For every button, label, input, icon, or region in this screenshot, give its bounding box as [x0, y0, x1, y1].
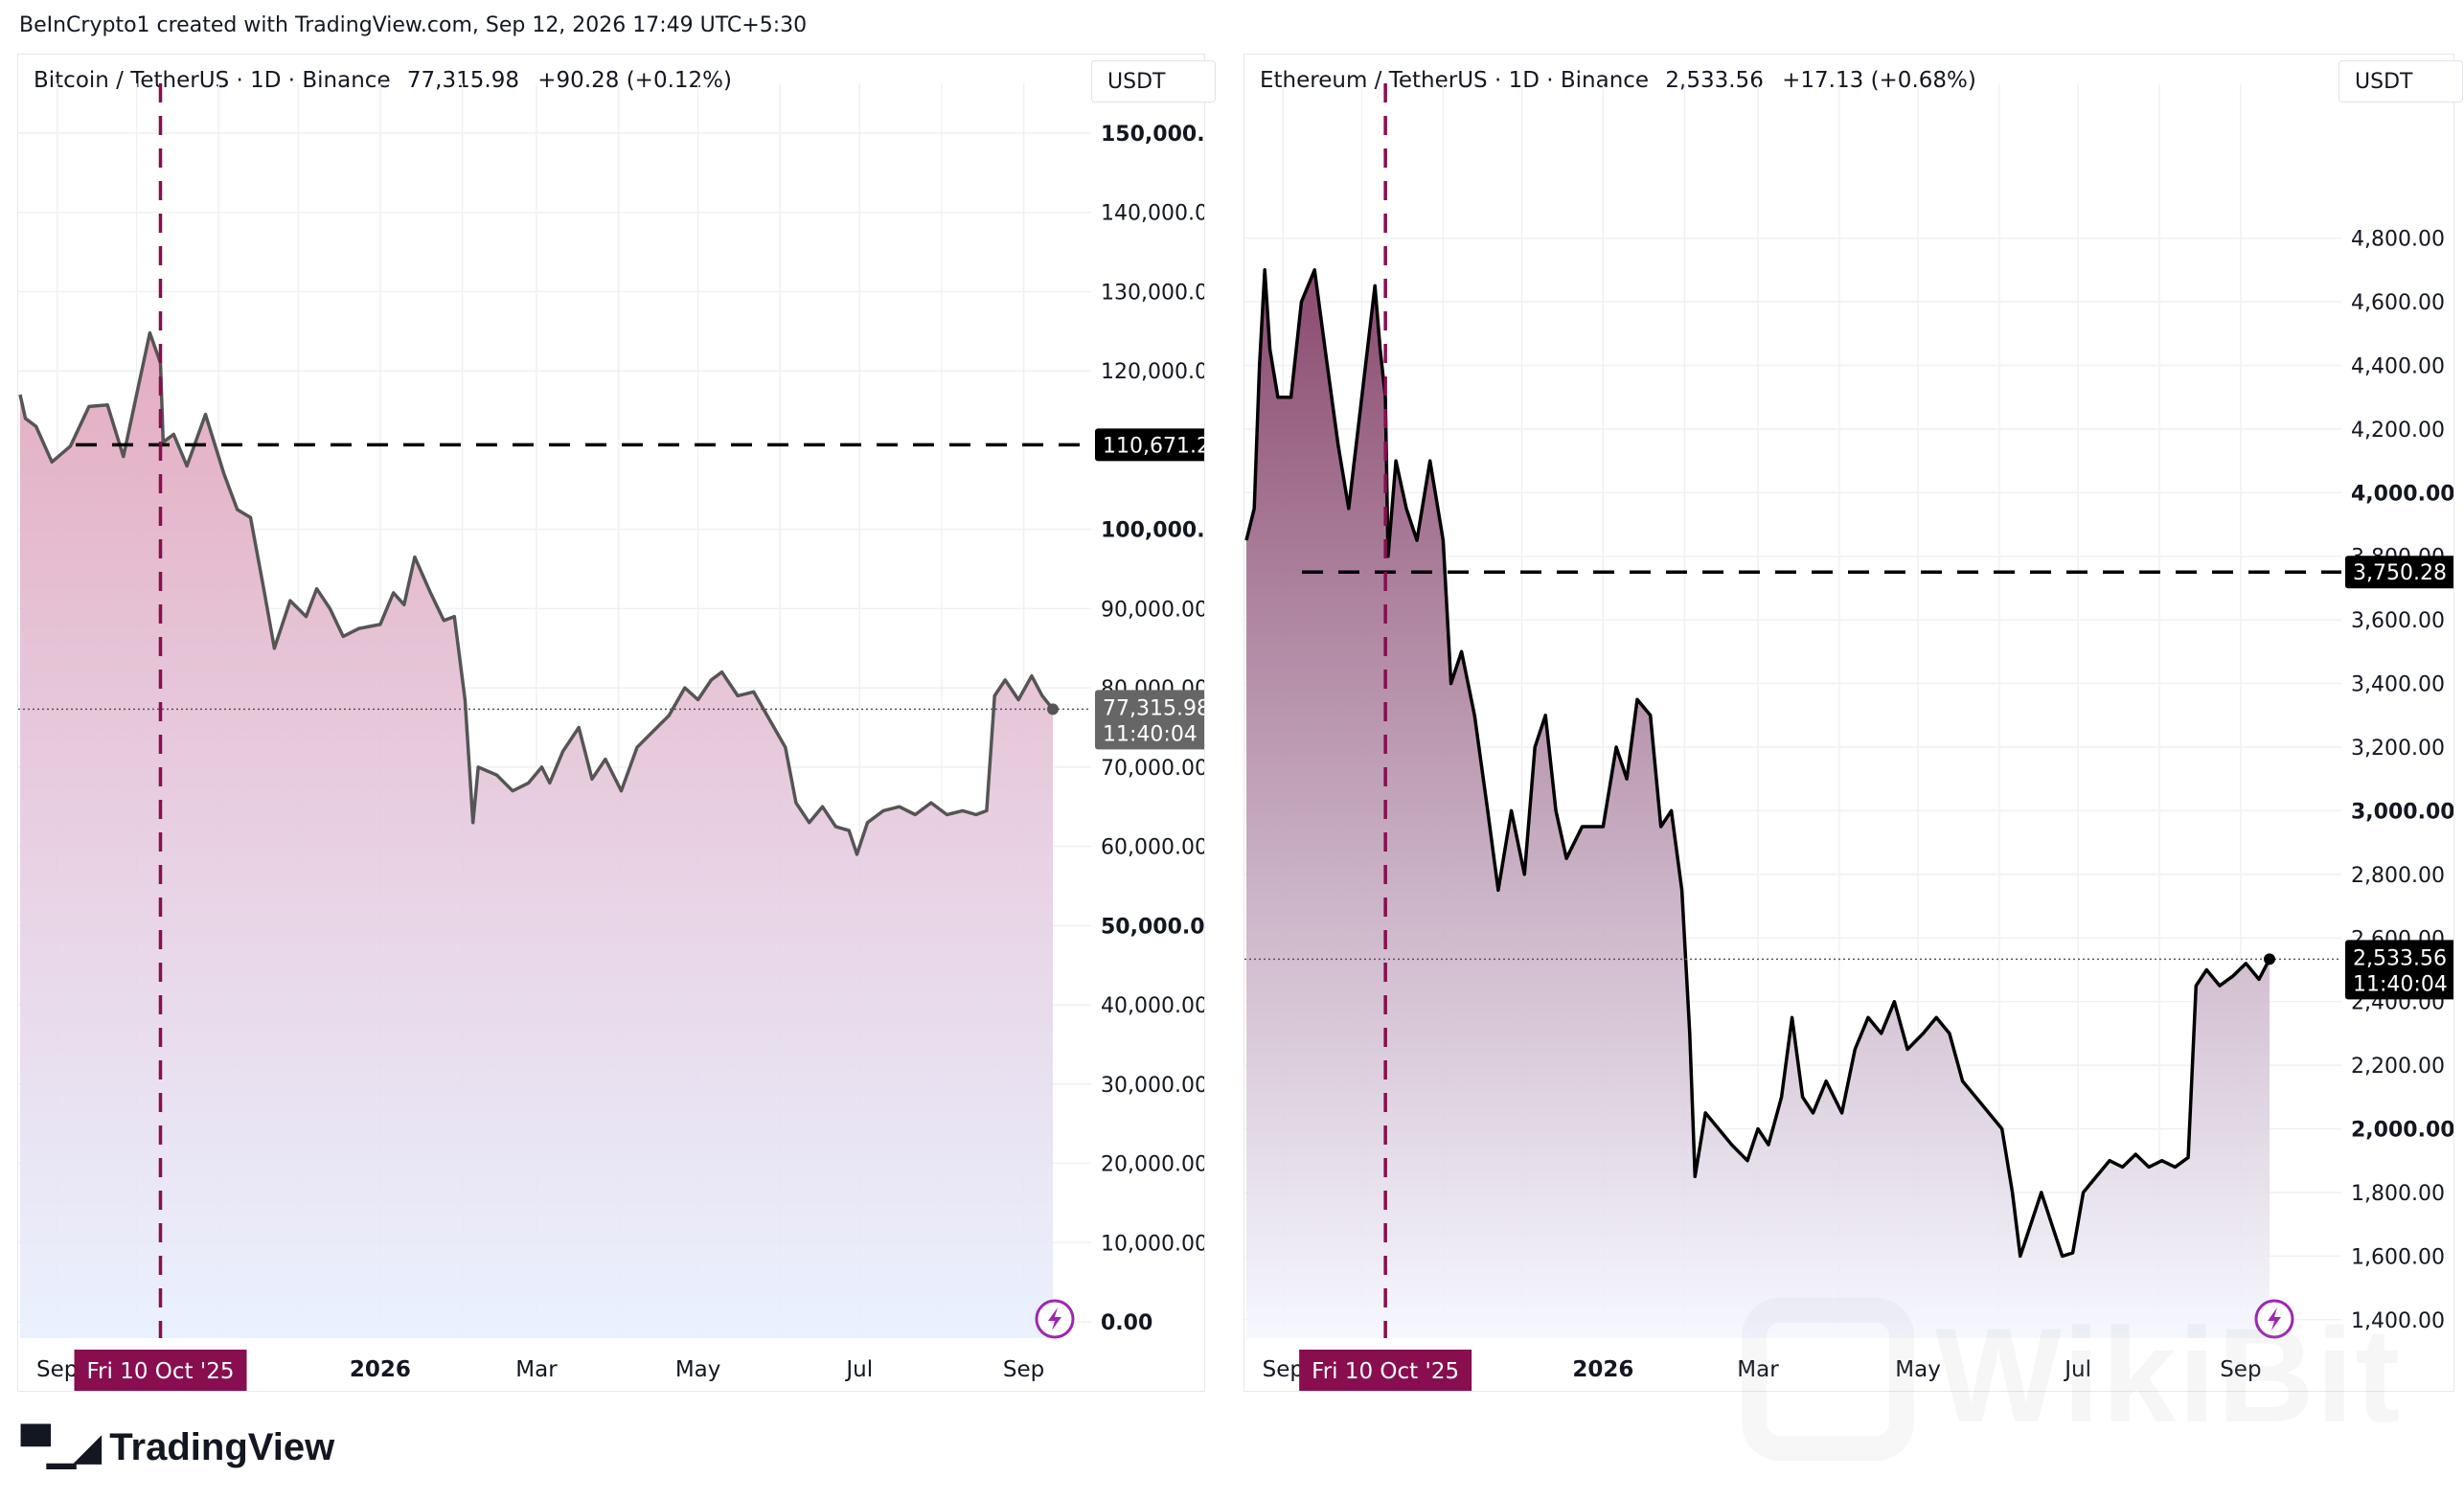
date-marker-bg: [74, 1350, 247, 1391]
tradingview-wordmark: TradingView: [109, 1425, 335, 1468]
wikibit-watermark: WikiBit: [1935, 1300, 2403, 1450]
y-tick-label: 0.00: [1101, 1311, 1152, 1335]
date-marker-text: Fri 10 Oct '25: [1312, 1359, 1459, 1384]
date-marker-label: Fri 10 Oct '25: [1299, 1350, 1472, 1391]
date-marker-text: Fri 10 Oct '25: [87, 1359, 235, 1384]
y-tick-label: 90,000.00: [1101, 598, 1204, 622]
y-tick-label: 100,000.00: [1101, 519, 1204, 543]
x-tick-label: 2026: [1572, 1357, 1633, 1382]
y-tick-label: 3,600.00: [2351, 609, 2445, 633]
btc-price-chart[interactable]: 150,000.00 140,000.00 130,000.00 120,000.00…: [18, 55, 1204, 1391]
x-tick-label: Jul: [844, 1357, 873, 1382]
x-tick-label: Sep: [1003, 1357, 1044, 1382]
y-tick-label: 20,000.00: [1101, 1153, 1204, 1177]
lightning-icon: [1035, 1299, 1075, 1339]
x-tick-label: Sep: [36, 1357, 78, 1382]
y-tick-label: 50,000.00: [1101, 915, 1204, 939]
lightning-icon: [2254, 1299, 2294, 1339]
tradingview-logo-icon: ▀▁◢: [21, 1425, 102, 1469]
btc-change-label: +90.28 (+0.12%): [537, 68, 732, 93]
y-tick-label: 130,000.00: [1101, 281, 1204, 305]
price-area-fill: [1246, 269, 2270, 1338]
btc-title-line: Bitcoin / TetherUS · 1D · Binance 77,315…: [34, 68, 732, 93]
y-tick-label: 4,000.00: [2351, 482, 2453, 506]
eth-price-chart[interactable]: 4,800.00 4,600.00 4,400.00 4,200.00 4,000.00…: [1244, 55, 2453, 1391]
date-marker-bg: [1299, 1350, 1472, 1391]
y-tick-label: 2,200.00: [2351, 1055, 2445, 1079]
y-tick-label: 4,600.00: [2351, 291, 2445, 315]
level-price-label: 110,671.25: [1095, 428, 1204, 462]
x-tick-label: Jul: [2063, 1357, 2091, 1382]
x-tick-label: Sep: [1263, 1357, 1304, 1382]
y-tick-label: 30,000.00: [1101, 1074, 1204, 1098]
date-marker-label: Fri 10 Oct '25: [74, 1350, 247, 1391]
header-attribution: BeInCrypto1 created with TradingView.com…: [19, 13, 808, 37]
eth-title-line: Ethereum / TetherUS · 1D · Binance 2,533…: [1260, 68, 1976, 93]
y-tick-label: 3,000.00: [2351, 800, 2453, 824]
btc-chart-panel[interactable]: Bitcoin / TetherUS · 1D · Binance 77,315…: [17, 54, 1216, 1392]
last-price-text: 77,315.98: [1103, 696, 1204, 720]
x-tick-label: May: [675, 1357, 721, 1382]
y-tick-label: 140,000.00: [1101, 202, 1204, 226]
x-tick-label: May: [1895, 1357, 1941, 1382]
y-tick-label: 40,000.00: [1101, 994, 1204, 1018]
eth-chart-panel[interactable]: Ethereum / TetherUS · 1D · Binance 2,533…: [1243, 54, 2463, 1392]
eth-change-label: +17.13 (+0.68%): [1782, 68, 1976, 93]
eth-symbol-label: Ethereum / TetherUS · 1D · Binance: [1260, 68, 1650, 93]
btc-price-label: 77,315.98: [406, 68, 519, 93]
x-tick-label: 2026: [350, 1357, 411, 1382]
y-tick-label: 60,000.00: [1101, 836, 1204, 860]
last-price-dot: [1047, 703, 1059, 716]
x-tick-label: Mar: [1737, 1357, 1779, 1382]
y-tick-label: 1,400.00: [2351, 1309, 2445, 1333]
y-tick-label: 3,200.00: [2351, 737, 2445, 761]
y-tick-label: 70,000.00: [1101, 757, 1204, 781]
y-tick-label: 120,000.00: [1101, 360, 1204, 384]
y-tick-label: 4,200.00: [2351, 419, 2445, 443]
y-tick-label: 4,800.00: [2351, 228, 2445, 252]
price-line: [1244, 268, 2271, 1259]
y-tick-label: 1,800.00: [2351, 1182, 2445, 1206]
eth-currency-button[interactable]: USDT: [2339, 60, 2463, 102]
last-price-dot: [2264, 953, 2275, 966]
y-tick-label: 3,400.00: [2351, 673, 2445, 697]
countdown-text: 11:40:04: [1103, 722, 1198, 746]
level-label-bg: [1095, 428, 1204, 462]
level-label-text: 3,750.28: [2353, 561, 2447, 585]
x-tick-label: Sep: [2220, 1357, 2261, 1382]
price-area-fill: [20, 332, 1053, 1338]
y-tick-label: 10,000.00: [1101, 1232, 1204, 1256]
y-tick-label: 1,600.00: [2351, 1245, 2445, 1269]
x-tick-label: Mar: [515, 1357, 558, 1382]
lightning-icon-bolt: [1048, 1307, 1061, 1330]
wikibit-watermark-icon: [1742, 1298, 1914, 1461]
y-tick-label: 150,000.00: [1101, 123, 1204, 147]
last-price-text: 2,533.56: [2353, 946, 2447, 970]
y-tick-label: 2,000.00: [2351, 1119, 2453, 1143]
y-tick-label: 4,400.00: [2351, 354, 2445, 378]
countdown-text: 11:40:04: [2353, 972, 2448, 996]
level-label-text: 110,671.25: [1103, 434, 1204, 458]
eth-price-label: 2,533.56: [1665, 68, 1764, 93]
price-line: [18, 330, 1055, 856]
tradingview-logo[interactable]: ▀▁◢ TradingView: [21, 1425, 334, 1469]
y-tick-label: 2,800.00: [2351, 864, 2445, 888]
lightning-icon-bolt: [2268, 1307, 2281, 1330]
level-price-label: 3,750.28: [2345, 556, 2453, 589]
btc-currency-button[interactable]: USDT: [1091, 60, 1216, 102]
last-label-bg: [2345, 940, 2453, 1000]
last-label-bg: [1095, 690, 1204, 750]
btc-symbol-label: Bitcoin / TetherUS · 1D · Binance: [34, 68, 391, 93]
level-label-bg: [2345, 556, 2453, 589]
